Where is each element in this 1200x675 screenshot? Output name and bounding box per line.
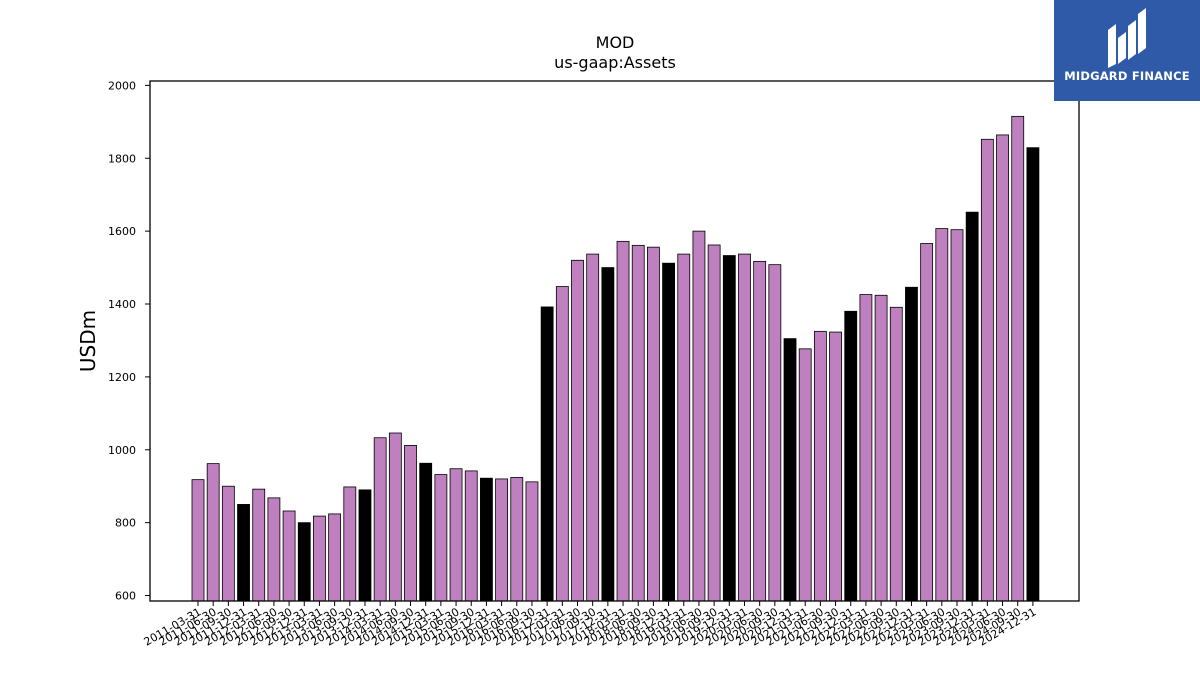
bar-series bbox=[191, 115, 1040, 602]
bar-2017-03-31 bbox=[555, 286, 569, 602]
bar-2011-06-30 bbox=[206, 463, 220, 602]
bar-2023-06-30 bbox=[935, 228, 949, 602]
bar-2021-06-30 bbox=[813, 330, 827, 602]
chart-title: MOD bbox=[596, 33, 635, 52]
bar-2012-03-31 bbox=[252, 488, 266, 602]
y-tick-label: 1800 bbox=[108, 152, 136, 165]
bar-2020-03-31 bbox=[738, 253, 751, 602]
y-axis: 600 800 1000 1200 1400 1600 1800 2000 bbox=[108, 79, 150, 603]
midgard-logo-icon bbox=[1108, 8, 1146, 68]
bar-2019-09-30 bbox=[707, 244, 721, 602]
bar-2013-03-31 bbox=[313, 515, 326, 602]
bar-2024-06-30 bbox=[996, 134, 1009, 602]
bar-2023-12-31 bbox=[965, 211, 979, 602]
bar-2024-03-31 bbox=[980, 138, 994, 602]
bar-2012-09-30 bbox=[282, 510, 296, 602]
bar-2018-03-31 bbox=[616, 240, 630, 602]
y-tick-label: 600 bbox=[115, 590, 136, 603]
bar-2022-09-30 bbox=[889, 306, 903, 602]
logo-text: MIDGARD FINANCE bbox=[1064, 69, 1190, 83]
bar-2013-12-31 bbox=[358, 489, 372, 602]
bar-2017-09-30 bbox=[586, 253, 600, 602]
bar-2014-09-30 bbox=[404, 444, 417, 602]
bar-2011-09-30 bbox=[221, 485, 235, 602]
bar-2019-12-31 bbox=[722, 255, 736, 602]
bar-2024-09-30 bbox=[1011, 115, 1025, 602]
y-tick-label: 1200 bbox=[108, 371, 136, 384]
bar-2018-12-31 bbox=[662, 262, 675, 602]
y-axis-label: USDm bbox=[76, 310, 100, 372]
bar-2018-09-30 bbox=[647, 246, 660, 602]
bar-2016-03-31 bbox=[495, 478, 509, 602]
bar-2012-06-30 bbox=[267, 497, 281, 602]
bar-2017-06-30 bbox=[571, 259, 584, 602]
bar-2015-06-30 bbox=[449, 468, 463, 602]
y-tick-label: 1000 bbox=[108, 444, 136, 457]
bar-2022-12-31 bbox=[905, 286, 918, 602]
x-axis: 2011-03-312011-06-302011-09-302011-12-31… bbox=[142, 601, 1038, 649]
bar-2021-03-31 bbox=[798, 348, 812, 602]
bar-2013-09-30 bbox=[343, 486, 357, 602]
bar-2012-12-31 bbox=[297, 522, 311, 602]
plot-frame bbox=[149, 80, 1080, 602]
bar-2023-09-30 bbox=[950, 229, 964, 602]
bar-2021-12-31 bbox=[844, 310, 858, 602]
bar-2016-06-30 bbox=[510, 477, 524, 602]
bar-2014-12-31 bbox=[419, 462, 433, 602]
bar-2021-09-30 bbox=[829, 331, 842, 602]
bar-2016-09-30 bbox=[525, 481, 539, 602]
chart-subtitle: us-gaap:Assets bbox=[554, 53, 676, 72]
bar-2015-03-31 bbox=[434, 474, 448, 602]
y-tick-label: 1400 bbox=[108, 298, 136, 311]
bar-2019-06-30 bbox=[692, 230, 706, 602]
bar-2022-06-30 bbox=[874, 294, 888, 602]
y-tick-label: 2000 bbox=[108, 79, 136, 92]
bar-2015-09-30 bbox=[464, 470, 478, 602]
bar-2011-12-31 bbox=[237, 504, 250, 602]
bar-2019-03-31 bbox=[677, 253, 691, 602]
bar-2020-12-31 bbox=[783, 338, 797, 602]
midgard-finance-logo: MIDGARD FINANCE bbox=[1054, 0, 1200, 101]
bar-2018-06-30 bbox=[631, 244, 645, 602]
bar-2017-12-31 bbox=[601, 267, 615, 602]
y-tick-label: 1600 bbox=[108, 225, 136, 238]
bar-2014-06-30 bbox=[388, 432, 402, 602]
bar-2016-12-31 bbox=[540, 306, 554, 602]
bar-2023-03-31 bbox=[920, 243, 934, 602]
bar-2013-06-30 bbox=[328, 513, 342, 602]
bar-2014-03-31 bbox=[373, 437, 387, 602]
bar-2024-12-31 bbox=[1026, 147, 1040, 602]
bar-2015-12-31 bbox=[480, 477, 493, 602]
y-tick-label: 800 bbox=[115, 517, 136, 530]
bar-2011-03-31 bbox=[191, 479, 205, 602]
bar-2022-03-31 bbox=[859, 294, 873, 602]
bar-2020-06-30 bbox=[753, 260, 767, 602]
bar-2020-09-30 bbox=[768, 264, 782, 602]
